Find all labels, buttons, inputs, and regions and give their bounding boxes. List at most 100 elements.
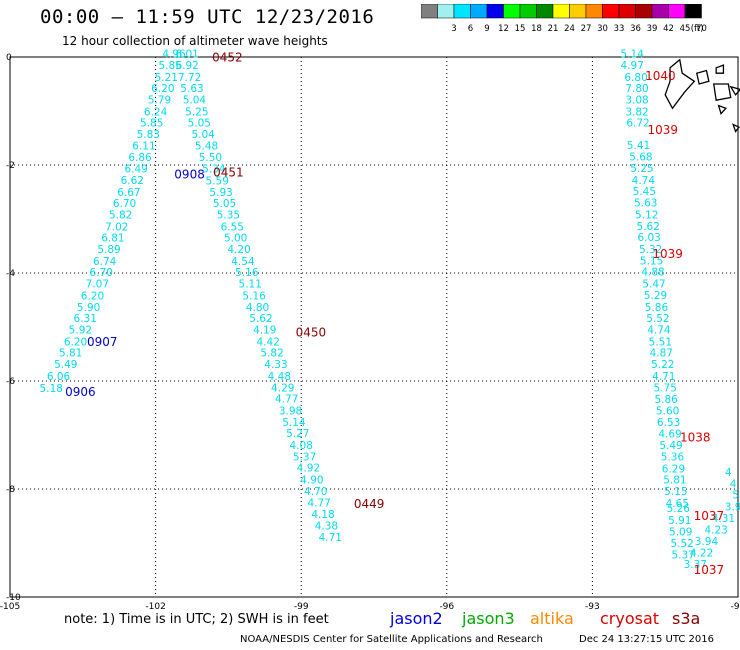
wave-height-value: 3.9 xyxy=(725,502,740,514)
wave-height-value: 6.20 xyxy=(81,290,104,302)
wave-height-value: 5.89 xyxy=(97,244,120,256)
legend-tick-label: 36 xyxy=(630,24,641,34)
wave-height-value: 4.74 xyxy=(632,175,656,187)
island-outline xyxy=(729,85,740,96)
legend-tick-label: 3 xyxy=(451,24,456,34)
wave-height-value: 4.71 xyxy=(319,532,342,544)
legend-tick-label: 39 xyxy=(647,24,658,34)
wave-height-value: 5.11 xyxy=(239,279,262,291)
satellite-legend-altika: altika xyxy=(530,609,574,628)
island-outline xyxy=(732,123,740,133)
island-outline xyxy=(715,64,725,74)
wave-height-value: 4.74 xyxy=(647,324,671,336)
wave-height-value: 5.29 xyxy=(644,290,667,302)
wave-height-value: 6.55 xyxy=(221,221,244,233)
wave-height-value: 5.62 xyxy=(249,313,272,325)
pass-time-label: 1040 xyxy=(645,69,676,83)
wave-height-value: 5.60 xyxy=(656,405,679,417)
pass-time-label: 0906 xyxy=(65,385,96,399)
wave-height-value: 6.03 xyxy=(637,232,660,244)
wave-height-value: 5.27 xyxy=(286,428,309,440)
longitude-tick-label: -105 xyxy=(0,602,20,612)
wave-height-value: 4.38 xyxy=(315,521,338,533)
wave-height-value: 4.20 xyxy=(227,244,250,256)
wave-height-value: 5.48 xyxy=(195,140,218,152)
wave-height-value: 4.54 xyxy=(231,256,255,268)
wave-height-value: 5.05 xyxy=(188,118,211,130)
wave-height-value: 6.70 xyxy=(113,198,136,210)
wave-height-value: 5.26 xyxy=(667,503,691,515)
wave-height-value: 5.16 xyxy=(242,290,266,302)
wave-height-value: 4.90 xyxy=(300,475,323,487)
wave-height-value: 6.29 xyxy=(662,463,685,475)
wave-height-value: 5.82 xyxy=(260,348,283,360)
track-jason2: 5.186.065.495.816.205.926.315.906.207.07… xyxy=(40,49,205,399)
wave-height-value: 5.37 xyxy=(293,451,316,463)
wave-height-value: 5.50 xyxy=(199,152,222,164)
wave-height-value: 6.92 xyxy=(175,60,198,72)
legend-tick-label: 6 xyxy=(468,24,473,34)
legend-unit: (ft) xyxy=(691,24,704,34)
wave-height-value: 4.48 xyxy=(268,371,291,383)
wave-height-value: 5.86 xyxy=(654,394,678,406)
map-gridlines xyxy=(10,57,738,597)
wave-height-value: 6.80 xyxy=(624,72,647,84)
page-title: 00:00 – 11:59 UTC 12/23/2016 xyxy=(40,6,375,28)
wave-height-value: 4.96 xyxy=(162,49,186,61)
wave-height-value: 5.51 xyxy=(649,336,672,348)
map-frame xyxy=(9,56,739,598)
pass-time-label: 0907 xyxy=(87,335,118,349)
wave-height-value: 4.97 xyxy=(621,60,644,72)
legend-tick-label: 45 xyxy=(680,24,691,34)
legend-tick-label: 33 xyxy=(614,24,625,34)
footer-credit: NOAA/NESDIS Center for Satellite Applica… xyxy=(240,634,543,645)
latitude-tick-label: -2 xyxy=(6,161,15,171)
wave-height-value: 5.12 xyxy=(635,209,658,221)
wave-height-value: 6.24 xyxy=(144,106,168,118)
wave-height-value: 3.82 xyxy=(625,106,648,118)
wave-height-value: 6.11 xyxy=(132,140,155,152)
wave-height-value: 7.72 xyxy=(178,72,201,84)
longitude-tick-label: -99 xyxy=(294,602,309,612)
wave-height-value: 5.21 xyxy=(155,72,178,84)
wave-height-value: 5.83 xyxy=(137,129,160,141)
pass-time-label: 1037 xyxy=(694,509,725,523)
wave-height-value: 5.36 xyxy=(661,451,685,463)
pass-time-label: 1038 xyxy=(680,431,711,445)
latitude-tick-label: -4 xyxy=(6,269,15,279)
wave-height-value: 4.77 xyxy=(275,394,298,406)
pass-time-label: 0451 xyxy=(213,166,244,180)
wave-height-value: 5.09 xyxy=(669,526,692,538)
wave-height-map: -105-102-99-96-93-900-2-4-6-8-10 5.186.0… xyxy=(0,49,740,612)
legend-tick-label: 70 xyxy=(696,24,707,34)
wave-height-value: 7.80 xyxy=(625,83,648,95)
wave-height-value: 5.18 xyxy=(40,383,63,395)
wave-height-value: 5.05 xyxy=(213,198,236,210)
wave-height-value: 5.49 xyxy=(659,440,682,452)
footer-note: note: 1) Time is in UTC; 2) SWH is in fe… xyxy=(64,612,329,627)
wave-height-value: 5.00 xyxy=(224,233,247,245)
legend-tick-label: 24 xyxy=(564,24,575,34)
wave-height-value: 4.80 xyxy=(246,302,269,314)
longitude-tick-label: -93 xyxy=(585,602,600,612)
wave-height-value: 6.06 xyxy=(47,371,71,383)
wave-height-value: 5.25 xyxy=(630,163,653,175)
wave-height-value: 4.29 xyxy=(271,382,294,394)
wave-height-value: 5.79 xyxy=(148,94,171,106)
wave-height-value: 4.22 xyxy=(690,548,713,560)
wave-height-value: 5.52 xyxy=(646,313,669,325)
wave-height-value: 3.37 xyxy=(684,559,707,571)
legend-tick-label: 12 xyxy=(498,24,509,34)
track-cryosat: 6.016.927.725.635.045.255.055.045.485.50… xyxy=(175,49,384,544)
wave-height-value: 5.92 xyxy=(69,324,92,336)
wave-height-value: 6.81 xyxy=(101,233,124,245)
pass-time-label: 1037 xyxy=(694,563,725,577)
satellite-legend-jason3: jason3 xyxy=(462,609,515,628)
island-outline xyxy=(712,83,732,101)
wave-height-value: 5.90 xyxy=(77,302,100,314)
pass-time-label: 0908 xyxy=(174,168,205,182)
wave-height-value: 5.37 xyxy=(671,550,694,562)
wave-height-value: 5.49 xyxy=(54,359,77,371)
wave-height-value: 6.74 xyxy=(93,256,117,268)
